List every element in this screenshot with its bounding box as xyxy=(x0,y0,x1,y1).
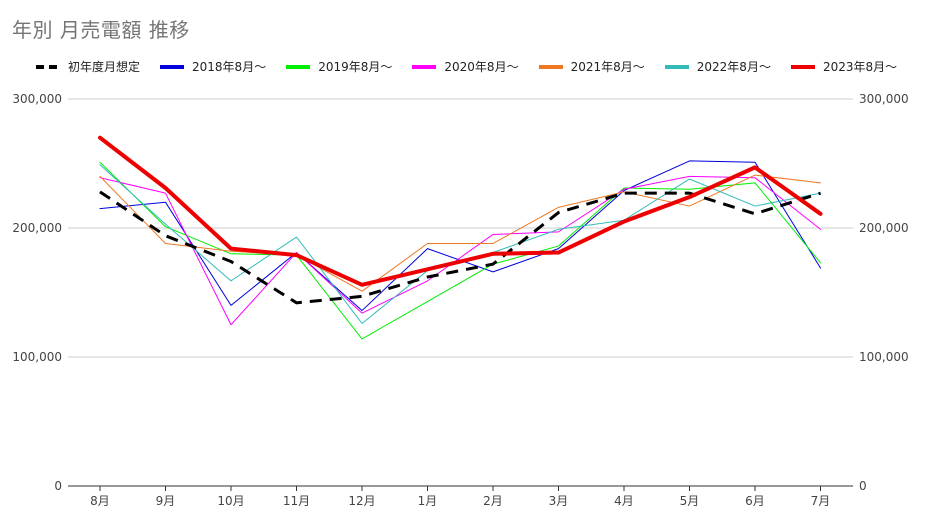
legend-swatch xyxy=(36,64,60,69)
y-tick-label-right: 0 xyxy=(859,479,867,493)
y-tick-label-left: 0 xyxy=(54,479,62,493)
legend-swatch xyxy=(412,64,437,69)
legend-item: 2021年8月～ xyxy=(538,58,645,75)
legend-swatch xyxy=(664,64,689,69)
y-tick-label-left: 200,000 xyxy=(12,221,62,235)
x-tick-label: 3月 xyxy=(549,494,569,508)
x-tick-label: 6月 xyxy=(745,494,765,508)
x-tick-label: 9月 xyxy=(156,494,176,508)
x-tick-label: 8月 xyxy=(90,494,110,508)
x-tick-label: 7月 xyxy=(811,494,831,508)
chart-title: 年別 月売電額 推移 xyxy=(12,18,190,42)
chart-legend: 初年度月想定 2018年8月～ 2019年8月～ 2020年8月～ 2021年8月～ 20… xyxy=(36,58,917,75)
y-tick-label-left: 100,000 xyxy=(12,350,62,364)
series-line-2021年8月～ xyxy=(99,174,821,292)
y-tick-label-right: 200,000 xyxy=(859,221,909,235)
x-tick-label: 2月 xyxy=(483,494,503,508)
series-line-2023年8月～ xyxy=(98,135,823,287)
legend-item: 2019年8月～ xyxy=(286,58,392,75)
series-line-2018年8月～ xyxy=(99,160,821,312)
legend-item: 初年度月想定 xyxy=(36,58,140,75)
x-tick-label: 10月 xyxy=(217,494,244,508)
legend-label: 初年度月想定 xyxy=(68,60,141,74)
x-tick-label: 12月 xyxy=(348,494,375,508)
legend-swatch xyxy=(160,64,185,69)
x-tick-label: 5月 xyxy=(680,494,700,508)
legend-item: 2022年8月～ xyxy=(664,58,771,75)
legend-swatch xyxy=(538,64,563,69)
x-tick-label: 1月 xyxy=(418,494,438,508)
legend-label: 2019年8月～ xyxy=(318,60,393,74)
legend-item: 2018年8月～ xyxy=(160,58,266,75)
legend-swatch xyxy=(790,64,815,69)
legend-label: 2023年8月～ xyxy=(822,60,898,74)
legend-label: 2018年8月～ xyxy=(192,60,267,74)
x-tick-label: 11月 xyxy=(283,494,310,508)
legend-item: 2020年8月～ xyxy=(412,58,519,75)
series-line-2019年8月～ xyxy=(99,161,821,340)
series-line-2020年8月～ xyxy=(99,175,821,326)
legend-label: 2021年8月～ xyxy=(570,60,645,74)
x-tick-label: 4月 xyxy=(614,494,634,508)
legend-item: 2023年8月～ xyxy=(790,58,898,75)
legend-label: 2022年8月～ xyxy=(696,60,771,74)
legend-swatch xyxy=(286,64,311,69)
y-tick-label-left: 300,000 xyxy=(12,92,62,106)
legend-label: 2020年8月～ xyxy=(444,60,519,74)
y-tick-label-right: 100,000 xyxy=(859,350,909,364)
y-tick-label-right: 300,000 xyxy=(859,92,909,106)
series-line-初年度月想定 xyxy=(99,190,821,305)
